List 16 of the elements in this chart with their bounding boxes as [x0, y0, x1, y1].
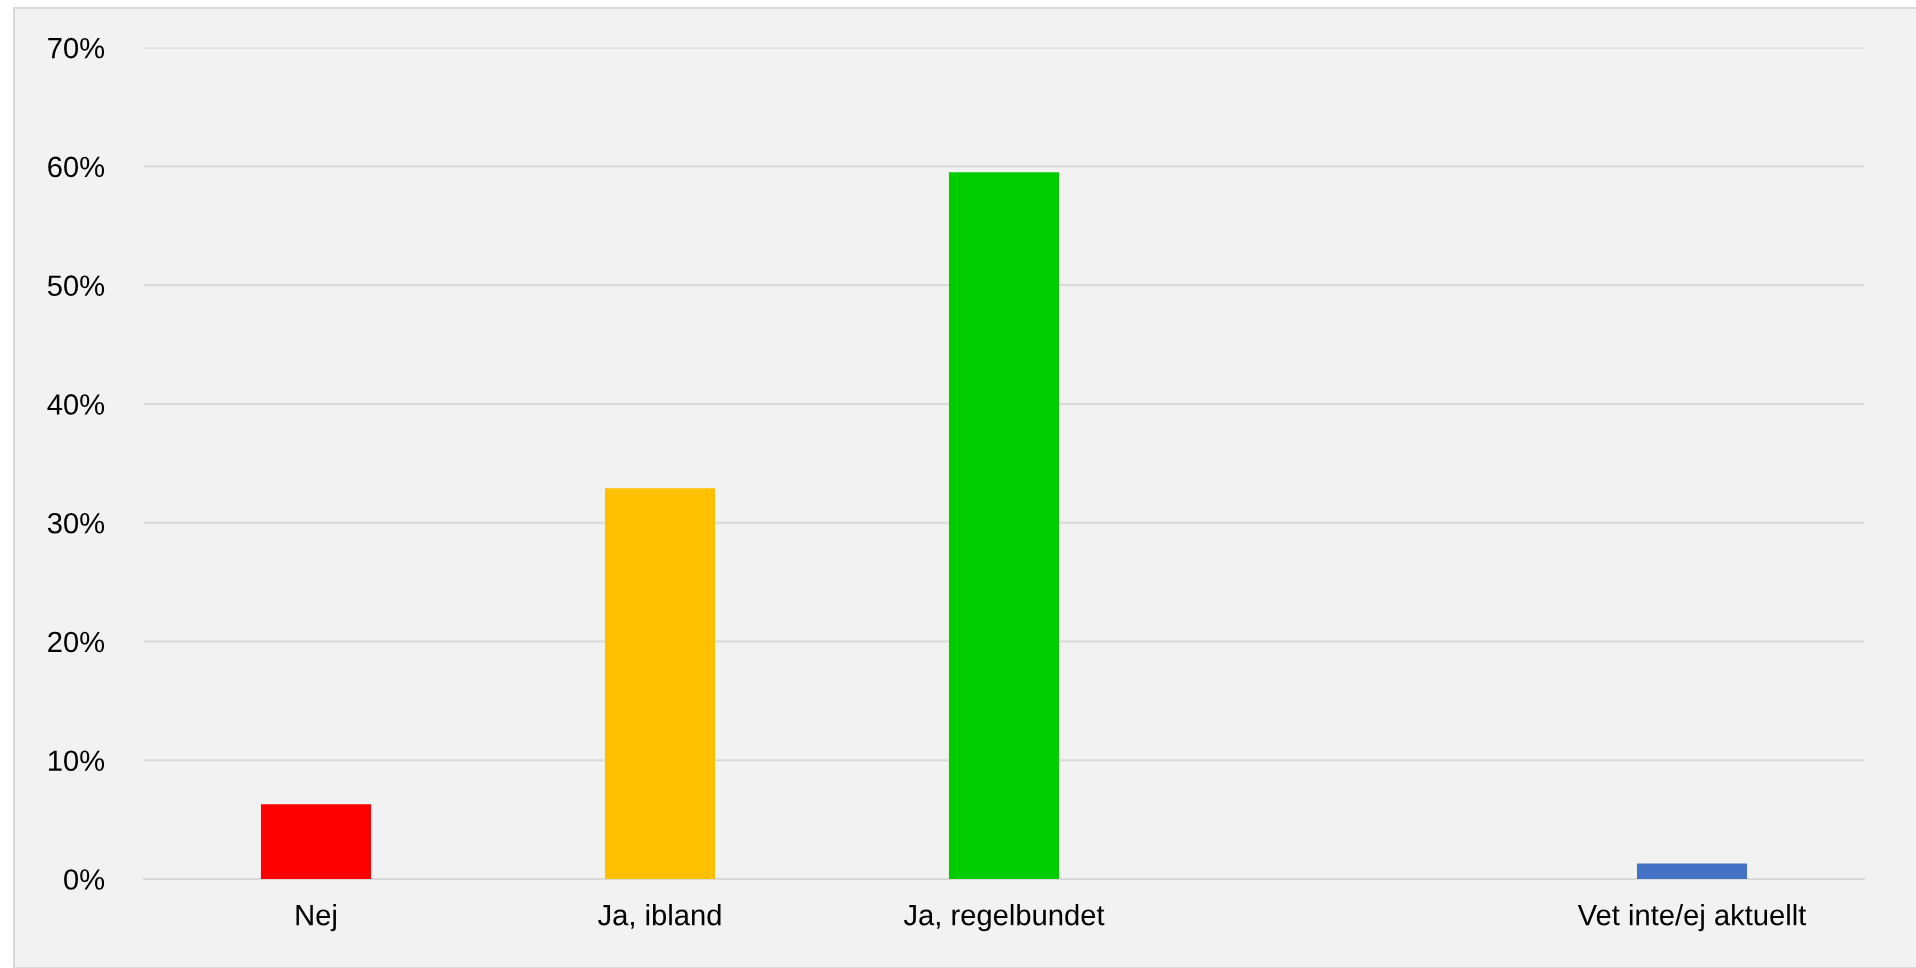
y-tick-label: 50%: [47, 275, 105, 296]
y-tick-label: 20%: [48, 631, 105, 653]
y-tick-label: 30%: [47, 512, 105, 534]
bar: [604, 488, 716, 879]
bar: [1636, 863, 1748, 879]
y-tick-label: 0%: [64, 869, 105, 890]
x-tick-label: Nej: [296, 904, 336, 932]
x-tick-label: Vet inte/ej aktuellt: [1577, 904, 1807, 932]
y-tick-label: 40%: [47, 394, 105, 415]
y-tick-label: 60%: [48, 156, 105, 178]
y-tick-label: 70%: [48, 37, 105, 59]
bar: [948, 172, 1060, 879]
y-tick-label: 10%: [48, 750, 105, 772]
bar: [260, 804, 372, 879]
x-tick-label: Ja, ibland: [598, 904, 721, 929]
x-tick-label: Ja, regelbundet: [903, 904, 1105, 932]
